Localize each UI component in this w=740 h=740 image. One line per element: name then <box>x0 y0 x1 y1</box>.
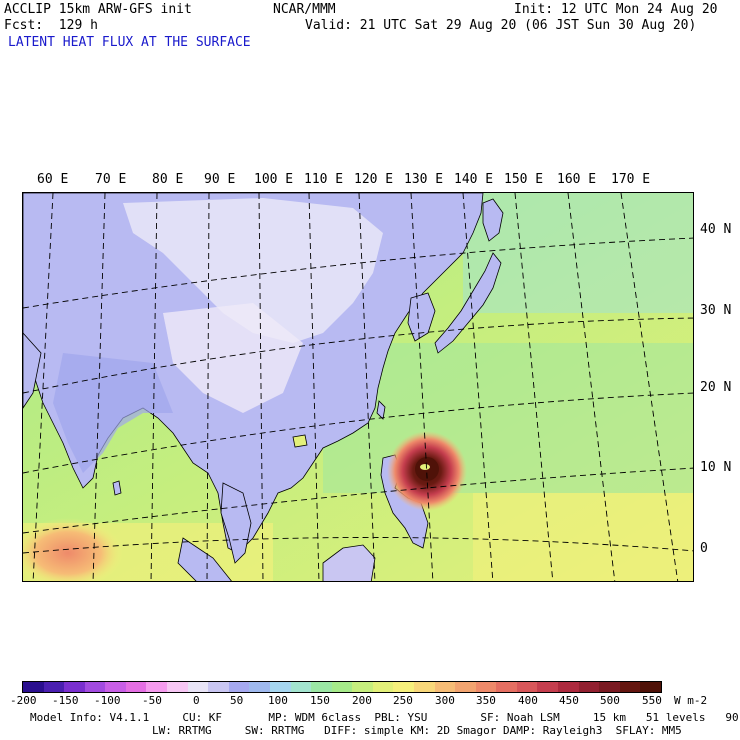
lon-label: 60 E <box>37 172 69 187</box>
lat-label: 20 N <box>700 380 732 395</box>
sri-lanka-island <box>112 480 122 496</box>
colorbar-swatch <box>393 682 414 692</box>
colorbar-tick: -100 <box>94 694 121 707</box>
southeast-field <box>473 493 693 581</box>
colorbar-swatch <box>23 682 44 692</box>
model-info-line1: Model Info: V4.1.1 CU: KF MP: WDM 6class… <box>30 711 740 724</box>
color-bar <box>22 681 662 693</box>
colorbar-swatch <box>434 682 456 692</box>
tibet-highlight <box>163 303 303 413</box>
colorbar-tick: 0 <box>193 694 200 707</box>
borneo-island <box>322 544 376 581</box>
lon-label: 120 E <box>354 172 394 187</box>
colorbar-swatch <box>187 682 209 692</box>
sumatra-island <box>177 537 232 581</box>
colorbar-tick: -200 <box>10 694 37 707</box>
japan-islands <box>434 252 502 354</box>
model-info-line2: LW: RRTMG SW: RRTMG DIFF: simple KM: 2D … <box>152 724 682 737</box>
colorbar-swatch <box>619 682 641 692</box>
hainan-island <box>292 434 308 448</box>
colorbar-tick: 50 <box>230 694 244 707</box>
colorbar-swatch <box>105 682 126 692</box>
flux-map <box>22 192 694 582</box>
hokkaido-island <box>482 198 504 242</box>
lat-label: 30 N <box>700 303 732 318</box>
lon-label: 170 E <box>611 172 651 187</box>
colorbar-swatch <box>167 682 188 692</box>
colorbar-tick: 250 <box>393 694 413 707</box>
colorbar-tick: 550 <box>642 694 662 707</box>
lon-label: 130 E <box>404 172 444 187</box>
colorbar-swatch <box>475 682 497 692</box>
colorbar-swatch <box>372 682 394 692</box>
colorbar-swatch <box>249 682 270 692</box>
malay-peninsula <box>220 482 252 564</box>
lon-label: 160 E <box>557 172 597 187</box>
colorbar-tick: 300 <box>435 694 455 707</box>
colorbar-swatch <box>84 682 106 692</box>
colorbar-swatch <box>352 682 373 692</box>
colorbar-swatch <box>599 682 620 692</box>
lat-label: 0 <box>700 541 708 556</box>
forecast-hour: Fcst: 129 h <box>4 18 98 33</box>
colorbar-swatch <box>640 682 661 692</box>
colorbar-swatch <box>578 682 600 692</box>
colorbar-tick: 200 <box>352 694 372 707</box>
interior-asia-highlight <box>123 198 383 343</box>
model-title: ACCLIP 15km ARW-GFS init <box>4 2 192 17</box>
typhoon-eye <box>420 464 430 470</box>
colorbar-swatch <box>558 682 579 692</box>
colorbar-tick: -50 <box>142 694 162 707</box>
colorbar-tick: 450 <box>559 694 579 707</box>
taiwan-island <box>376 400 386 420</box>
colorbar-swatch <box>146 682 168 692</box>
lon-label: 80 E <box>152 172 184 187</box>
warm-flux-patch <box>23 518 123 581</box>
center-label: NCAR/MMM <box>273 2 336 17</box>
init-time: Init: 12 UTC Mon 24 Aug 20 <box>514 2 718 17</box>
colorbar-swatch <box>269 682 291 692</box>
lat-label: 40 N <box>700 222 732 237</box>
lon-label: 110 E <box>304 172 344 187</box>
colorbar-swatch <box>413 682 435 692</box>
colorbar-swatch <box>537 682 559 692</box>
lon-label: 100 E <box>254 172 294 187</box>
colorbar-swatch <box>208 682 229 692</box>
india-detail <box>53 353 173 473</box>
colorbar-swatch <box>228 682 250 692</box>
korea-peninsula <box>407 292 436 342</box>
colorbar-swatch <box>311 682 332 692</box>
colorbar-tick: 350 <box>476 694 496 707</box>
colorbar-swatch <box>64 682 85 692</box>
colorbar-unit: W m-2 <box>674 694 708 707</box>
colorbar-swatch <box>43 682 65 692</box>
colorbar-swatch <box>455 682 476 692</box>
arabia-landmass <box>23 332 42 409</box>
colorbar-swatch <box>516 682 538 692</box>
lon-label: 150 E <box>504 172 544 187</box>
colorbar-tick: 500 <box>600 694 620 707</box>
colorbar-swatch <box>125 682 147 692</box>
colorbar-tick: 400 <box>518 694 538 707</box>
colorbar-tick: 150 <box>310 694 330 707</box>
lat-label: 10 N <box>700 460 732 475</box>
lon-label: 90 E <box>204 172 236 187</box>
colorbar-swatch <box>331 682 353 692</box>
colorbar-tick: 100 <box>268 694 288 707</box>
valid-time: Valid: 21 UTC Sat 29 Aug 20 (06 JST Sun … <box>305 18 697 33</box>
colorbar-swatch <box>290 682 312 692</box>
field-title: LATENT HEAT FLUX AT THE SURFACE <box>8 35 251 50</box>
colorbar-swatch <box>496 682 517 692</box>
lon-label: 70 E <box>95 172 127 187</box>
colorbar-tick: -150 <box>52 694 79 707</box>
graticule <box>23 193 693 581</box>
lon-label: 140 E <box>454 172 494 187</box>
